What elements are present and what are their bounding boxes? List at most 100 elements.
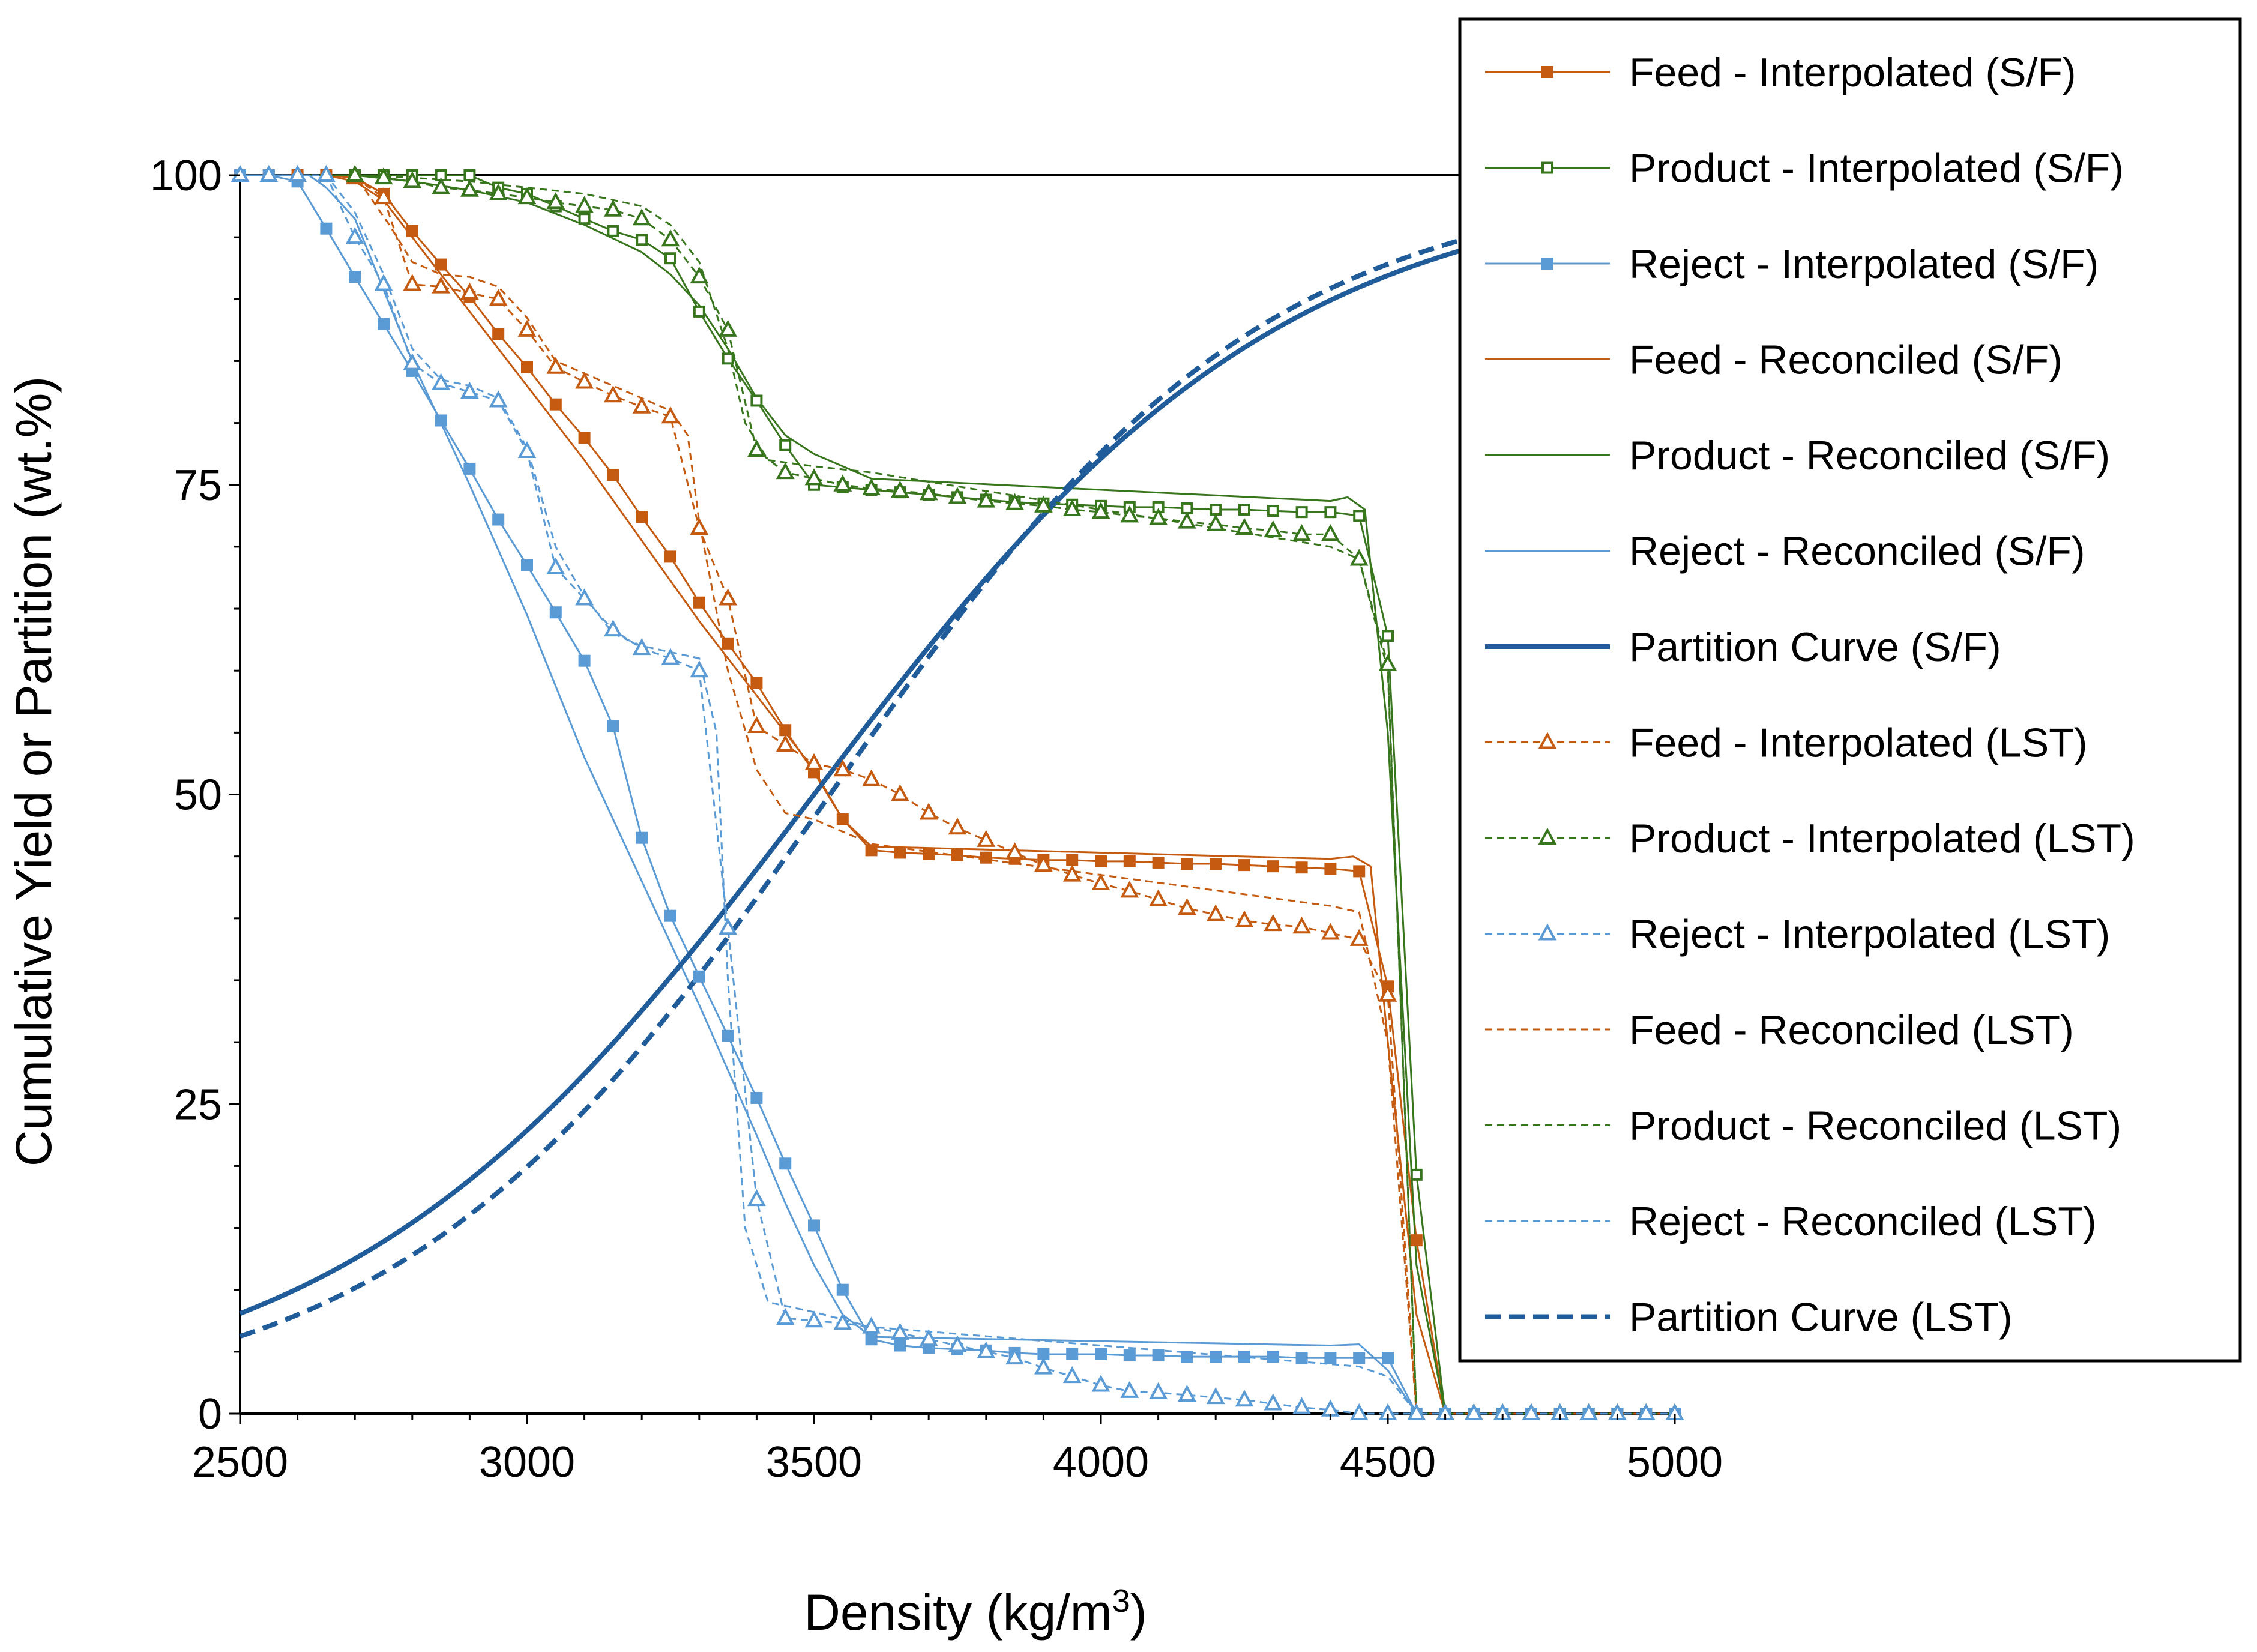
data-point (862, 769, 881, 786)
data-point (1349, 549, 1369, 566)
data-point (948, 1335, 967, 1352)
data-point (1152, 1349, 1165, 1362)
series-line-partition-curve-s-f (239, 204, 1675, 1316)
data-point (604, 199, 622, 217)
data-point (1149, 1382, 1168, 1399)
data-point (521, 559, 533, 571)
data-point (320, 222, 333, 235)
legend-label: Reject - Interpolated (LST) (1629, 912, 2110, 957)
data-point (661, 406, 680, 424)
data-point (1178, 1384, 1196, 1402)
data-point (460, 381, 479, 399)
data-point (231, 164, 250, 182)
data-point (719, 319, 737, 337)
x-axis-title: Density (kg/m3) (804, 1583, 1147, 1641)
x-axis-title-sup: 3 (1112, 1583, 1130, 1619)
data-point (1321, 923, 1340, 940)
y-axis-title: Cumulative Yield or Partition (wt.%) (5, 376, 62, 1166)
data-point (836, 813, 849, 825)
data-point (1382, 630, 1394, 642)
data-point (578, 654, 591, 667)
y-tick-label: 0 (198, 1390, 222, 1438)
data-point (575, 196, 594, 213)
data-point (1034, 854, 1053, 872)
data-point (1034, 1357, 1053, 1375)
series-line-reject-reconciled-lst (240, 174, 1675, 1415)
data-point (747, 439, 766, 457)
legend-label: Reject - Interpolated (S/F) (1629, 241, 2099, 287)
data-point (1206, 904, 1225, 921)
legend-entry-reject-interpolated-s-f: Reject - Interpolated (S/F) (1485, 241, 2099, 287)
data-point (836, 1283, 849, 1296)
data-point (1238, 859, 1250, 872)
data-point (345, 164, 364, 182)
data-point (776, 734, 795, 752)
data-point (1295, 506, 1308, 519)
data-point (661, 648, 680, 665)
data-point (575, 372, 594, 389)
data-point (779, 724, 792, 737)
data-point (1123, 855, 1136, 867)
legend-label: Product - Reconciled (LST) (1629, 1103, 2121, 1149)
data-point (833, 759, 852, 777)
tick-layer: 0 25 50 75 100 2500 3000 3500 4000 4500 5000 (150, 152, 1723, 1486)
legend-entry-product-interpolated-s-f: Product - Interpolated (S/F) (1485, 146, 2124, 191)
data-point (492, 513, 505, 526)
data-point (1292, 524, 1311, 541)
legend-entry-reject-reconciled-s-f: Reject - Reconciled (S/F) (1485, 529, 2085, 574)
data-point (1238, 1351, 1250, 1363)
data-point (865, 1333, 878, 1346)
data-point (317, 164, 336, 182)
data-point (632, 208, 651, 226)
data-point (919, 483, 938, 501)
data-point (636, 234, 648, 246)
data-point (779, 1157, 792, 1170)
data-point (1378, 654, 1397, 671)
data-point (1149, 508, 1168, 525)
data-point (948, 818, 967, 835)
legend-box (1458, 17, 2242, 1363)
legend-label: Product - Interpolated (S/F) (1629, 146, 2124, 191)
legend-marker (1541, 161, 1553, 174)
data-point (1465, 1403, 1483, 1420)
data-point (1324, 506, 1337, 519)
data-point (664, 909, 676, 922)
data-point (1295, 1352, 1308, 1364)
data-point (406, 225, 418, 237)
data-point (489, 183, 508, 200)
data-point (923, 848, 935, 860)
data-point (521, 361, 533, 373)
data-point (1178, 511, 1196, 529)
data-point (1353, 510, 1366, 522)
data-point (804, 753, 824, 770)
legend-label: Feed - Reconciled (LST) (1629, 1007, 2074, 1053)
data-point (1062, 864, 1082, 882)
data-point (1267, 860, 1279, 873)
data-point (259, 164, 279, 182)
data-point (607, 225, 619, 237)
data-point (1349, 1403, 1369, 1420)
data-point (1324, 863, 1337, 875)
data-point (463, 462, 476, 475)
data-point (403, 171, 422, 188)
data-point (1264, 914, 1283, 932)
data-point (403, 353, 422, 370)
data-point (546, 192, 565, 210)
data-point (549, 606, 562, 619)
data-point (1636, 1403, 1656, 1420)
x-tick-label: 2500 (192, 1438, 288, 1486)
legend-entry-product-interpolated-lst: Product - Interpolated (LST) (1485, 816, 2135, 861)
data-point (378, 318, 390, 330)
data-point (632, 638, 651, 656)
data-point (374, 167, 393, 185)
data-point (1066, 1348, 1079, 1360)
data-point (948, 487, 967, 504)
data-point (435, 414, 447, 427)
data-point (489, 390, 508, 408)
data-point (747, 1189, 766, 1207)
data-point (690, 266, 709, 284)
data-point (804, 468, 824, 486)
data-point (722, 352, 734, 365)
data-point (894, 846, 906, 859)
